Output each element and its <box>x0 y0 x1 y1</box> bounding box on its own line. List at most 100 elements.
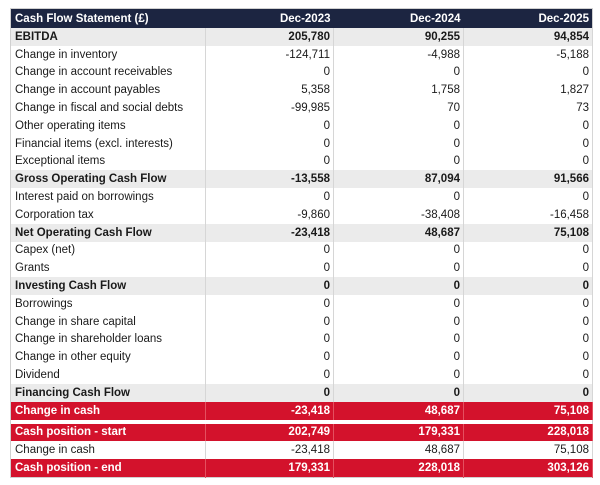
cell-value: 90,255 <box>333 28 464 46</box>
cell-value: -23,418 <box>205 223 334 242</box>
table-row: Change in share capital 0 0 0 <box>10 312 593 331</box>
table-row: Interest paid on borrowings 0 0 0 <box>10 188 593 206</box>
row-label: Change in cash <box>10 441 206 460</box>
cell-value: 0 <box>333 116 464 135</box>
table-row: Corporation tax -9,860 -38,408 -16,458 <box>10 205 593 224</box>
column-header: Dec-2025 <box>463 8 593 28</box>
cell-value: 0 <box>205 383 334 402</box>
row-label: Change in share capital <box>10 312 206 331</box>
row-label: Investing Cash Flow <box>10 277 206 295</box>
cell-value: 0 <box>333 259 464 278</box>
cell-value: -99,985 <box>205 99 334 117</box>
table-row: Gross Operating Cash Flow -13,558 87,094 91… <box>10 170 593 189</box>
row-label: Change in shareholder loans <box>10 330 206 349</box>
cell-value: 0 <box>333 63 464 82</box>
cell-value: -5,188 <box>463 45 593 64</box>
row-label: Interest paid on borrowings <box>10 188 206 206</box>
row-label: Financing Cash Flow <box>10 383 206 402</box>
column-header: Dec-2023 <box>205 8 334 28</box>
cell-value: 0 <box>205 116 334 135</box>
cash-flow-table: Cash Flow Statement (£) Dec-2023 Dec-2024 D… <box>10 8 593 478</box>
cell-value: 0 <box>463 63 593 82</box>
cell-value: 303,126 <box>463 459 593 478</box>
cell-value: 48,687 <box>333 401 464 420</box>
cell-value: -13,558 <box>205 170 334 189</box>
cell-value: 228,018 <box>463 423 593 442</box>
cell-value: -38,408 <box>333 205 464 224</box>
cell-value: 0 <box>205 330 334 349</box>
cell-value: 0 <box>205 348 334 367</box>
cell-value: -9,860 <box>205 205 334 224</box>
cell-value: 0 <box>205 312 334 331</box>
row-label: Financial items (excl. interests) <box>10 134 206 153</box>
table-row: Change in account receivables 0 0 0 <box>10 63 593 82</box>
cell-value: 0 <box>463 134 593 153</box>
table-row: Cash position - end 179,331 228,018 303,126 <box>10 459 593 478</box>
table-row: Exceptional items 0 0 0 <box>10 152 593 171</box>
table-row: Other operating items 0 0 0 <box>10 116 593 135</box>
cell-value: 5,358 <box>205 81 334 100</box>
row-label: Gross Operating Cash Flow <box>10 170 206 189</box>
table-row: Grants 0 0 0 <box>10 259 593 278</box>
row-label: Change in cash <box>10 401 206 420</box>
cell-value: 0 <box>463 330 593 349</box>
cell-value: 0 <box>463 259 593 278</box>
cell-value: 1,758 <box>333 81 464 100</box>
cell-value: 0 <box>463 366 593 384</box>
cell-value: 75,108 <box>463 223 593 242</box>
table-row: Cash position - start 202,749 179,331 228,0… <box>10 423 593 442</box>
cell-value: 1,827 <box>463 81 593 100</box>
cell-value: 0 <box>205 259 334 278</box>
table-row: Change in inventory -124,711 -4,988 -5,188 <box>10 45 593 64</box>
cell-value: 75,108 <box>463 401 593 420</box>
cell-value: 0 <box>463 241 593 260</box>
cell-value: 0 <box>333 294 464 313</box>
table-row: Dividend 0 0 0 <box>10 366 593 384</box>
cell-value: 0 <box>333 152 464 171</box>
cell-value: 0 <box>205 294 334 313</box>
cell-value: 0 <box>205 134 334 153</box>
cell-value: 0 <box>205 277 334 295</box>
cell-value: 0 <box>333 188 464 206</box>
cell-value: 0 <box>205 241 334 260</box>
cell-value: 0 <box>463 294 593 313</box>
cell-value: -4,988 <box>333 45 464 64</box>
cell-value: 91,566 <box>463 170 593 189</box>
row-label: Net Operating Cash Flow <box>10 223 206 242</box>
cell-value: 94,854 <box>463 28 593 46</box>
cell-value: 0 <box>205 188 334 206</box>
column-header: Dec-2024 <box>333 8 464 28</box>
cell-value: -124,711 <box>205 45 334 64</box>
row-label: Exceptional items <box>10 152 206 171</box>
row-label: Grants <box>10 259 206 278</box>
cell-value: -23,418 <box>205 441 334 460</box>
table-row: Change in fiscal and social debts -99,985… <box>10 99 593 117</box>
table-row: Investing Cash Flow 0 0 0 <box>10 277 593 295</box>
cell-value: 0 <box>463 348 593 367</box>
row-label: Other operating items <box>10 116 206 135</box>
table-title: Cash Flow Statement (£) <box>10 8 206 28</box>
row-label: Cash position - end <box>10 459 206 478</box>
cell-value: 75,108 <box>463 441 593 460</box>
row-label: Change in account receivables <box>10 63 206 82</box>
table-row: Financing Cash Flow 0 0 0 <box>10 383 593 402</box>
table-row: Financial items (excl. interests) 0 0 0 <box>10 134 593 153</box>
cell-value: 0 <box>463 383 593 402</box>
cell-value: 73 <box>463 99 593 117</box>
cell-value: 0 <box>333 312 464 331</box>
cell-value: 0 <box>205 366 334 384</box>
cell-value: 0 <box>463 312 593 331</box>
table-row: Change in cash -23,418 48,687 75,108 <box>10 401 593 420</box>
table-row: Change in cash -23,418 48,687 75,108 <box>10 441 593 460</box>
cell-value: 0 <box>463 116 593 135</box>
row-label: Change in fiscal and social debts <box>10 99 206 117</box>
cell-value: 0 <box>333 383 464 402</box>
cell-value: 0 <box>333 330 464 349</box>
table-row: Change in account payables 5,358 1,758 1,82… <box>10 81 593 100</box>
table-row: Capex (net) 0 0 0 <box>10 241 593 260</box>
cell-value: 0 <box>333 277 464 295</box>
row-label: Change in inventory <box>10 45 206 64</box>
table-row: EBITDA 205,780 90,255 94,854 <box>10 28 593 46</box>
cell-value: 48,687 <box>333 441 464 460</box>
